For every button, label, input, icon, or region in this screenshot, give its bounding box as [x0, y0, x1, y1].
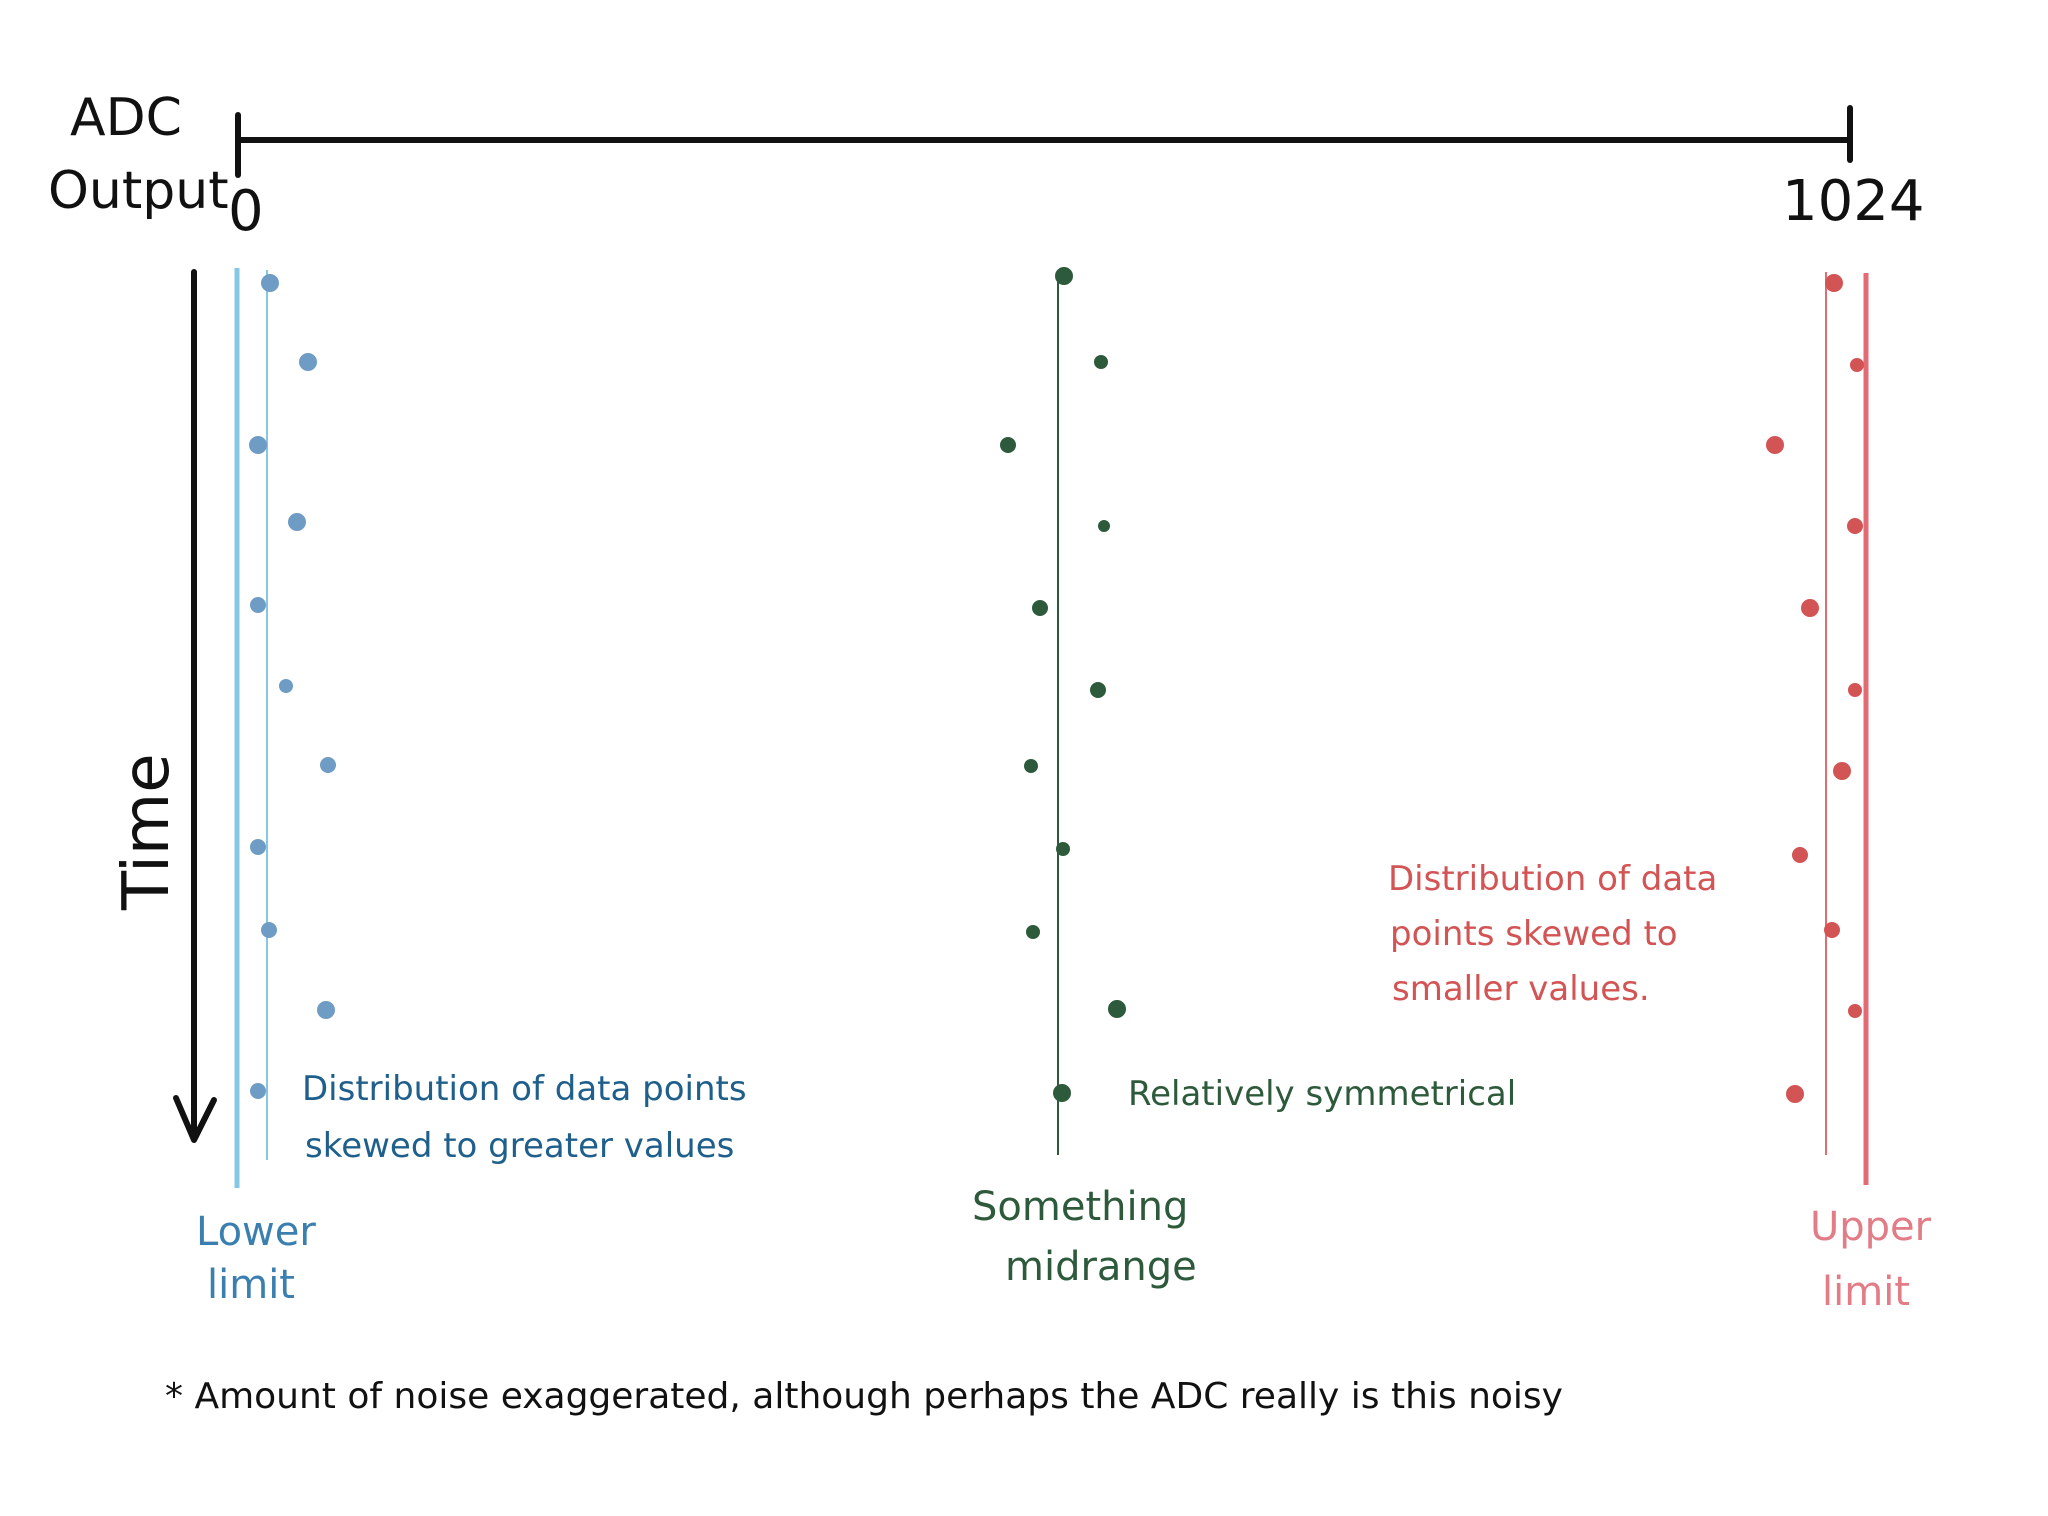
sample-dot [1766, 436, 1784, 454]
sample-dot [1801, 599, 1819, 617]
sample-dot [249, 436, 267, 454]
sample-dot [1786, 1085, 1804, 1103]
upper-channel: Distribution of data points skewed to sm… [1388, 272, 1932, 1315]
sample-dot [250, 1083, 266, 1099]
sample-dot [1053, 1084, 1071, 1102]
sample-dot [1833, 762, 1851, 780]
sample-dot [317, 1001, 335, 1019]
sample-dot [1000, 437, 1016, 453]
mid-note-line1: Relatively symmetrical [1128, 1074, 1516, 1114]
axis-max-label: 1024 [1782, 169, 1925, 234]
mid-label-line1: Something [972, 1184, 1188, 1230]
sample-dot [261, 274, 279, 292]
axis-title-line1: ADC [70, 88, 182, 148]
sample-dot [1792, 847, 1808, 863]
lower-channel: Distribution of data points skewed to gr… [196, 268, 747, 1308]
sample-dot [1098, 520, 1110, 532]
lower-note-line2: skewed to greater values [305, 1126, 734, 1166]
sample-dot [1094, 355, 1108, 369]
footnote: * Amount of noise exaggerated, although … [165, 1376, 1563, 1417]
sample-dot [1848, 1004, 1862, 1018]
sample-dot [1848, 683, 1862, 697]
sample-dot [1108, 1000, 1126, 1018]
lower-note-line1: Distribution of data points [302, 1069, 747, 1109]
axis-title-line2: Output [48, 161, 229, 221]
sample-dot [1847, 518, 1863, 534]
sample-dot [279, 679, 293, 693]
upper-limit-label-line1: Upper [1810, 1204, 1932, 1250]
sample-dot [250, 839, 266, 855]
sample-dot [299, 353, 317, 371]
sample-dot [1824, 922, 1840, 938]
sample-dot [288, 513, 306, 531]
upper-note-line2: points skewed to [1390, 914, 1678, 954]
upper-data-points [1766, 274, 1864, 1103]
axis-min-label: 0 [228, 179, 264, 244]
sample-dot [1825, 274, 1843, 292]
sample-dot [1850, 358, 1864, 372]
sample-dot [261, 922, 277, 938]
lower-limit-label-line1: Lower [196, 1209, 316, 1255]
sample-dot [1056, 842, 1070, 856]
lower-limit-label-line2: limit [207, 1262, 295, 1308]
time-arrow [173, 269, 217, 1143]
sample-dot [1024, 759, 1038, 773]
upper-note-line1: Distribution of data [1388, 859, 1717, 899]
sample-dot [1032, 600, 1048, 616]
upper-note-line3: smaller values. [1392, 969, 1650, 1009]
mid-data-points [1000, 267, 1126, 1102]
sample-dot [1055, 267, 1073, 285]
upper-limit-label-line2: limit [1822, 1269, 1910, 1315]
time-label: Time [110, 753, 184, 911]
sample-dot [1090, 682, 1106, 698]
lower-data-points [249, 274, 336, 1099]
adc-axis [235, 105, 1853, 178]
mid-channel: Relatively symmetrical Something midrang… [972, 267, 1516, 1290]
sample-dot [250, 597, 266, 613]
mid-label-line2: midrange [1005, 1244, 1197, 1290]
sample-dot [1026, 925, 1040, 939]
sample-dot [320, 757, 336, 773]
